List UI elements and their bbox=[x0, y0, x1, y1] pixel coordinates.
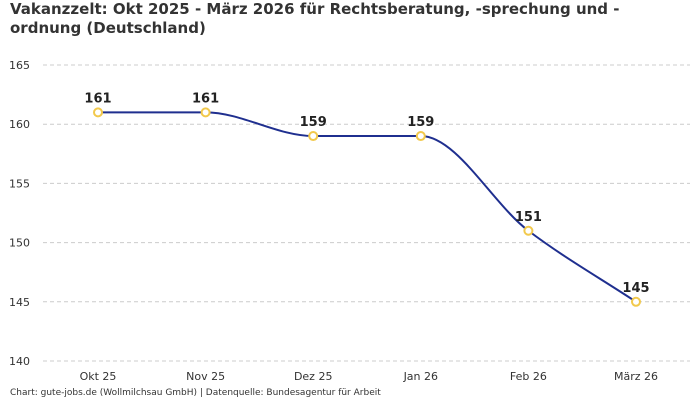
footer-credit: Chart: gute-jobs.de (Wollmilchsau GmbH) … bbox=[10, 388, 381, 398]
y-tick-label: 140 bbox=[9, 355, 30, 368]
data-label: 145 bbox=[622, 281, 649, 296]
data-point bbox=[308, 131, 319, 142]
y-tick-label: 155 bbox=[9, 177, 30, 190]
x-tick-label: Dez 25 bbox=[294, 370, 333, 383]
x-tick-label: Okt 25 bbox=[80, 370, 117, 383]
data-point bbox=[93, 107, 103, 118]
x-tick-label: Jan 26 bbox=[403, 370, 438, 383]
y-tick-label: 150 bbox=[9, 237, 30, 250]
y-tick-label: 160 bbox=[9, 118, 30, 131]
data-point bbox=[415, 131, 426, 142]
series-line bbox=[97, 111, 637, 303]
data-markers bbox=[93, 107, 641, 307]
x-tick-label: März 26 bbox=[614, 370, 658, 383]
x-tick-labels: Okt 25 Nov 25 Dez 25 Jan 26 Feb 26 März 26 bbox=[80, 370, 658, 383]
x-tick-label: Nov 25 bbox=[186, 370, 225, 383]
data-label: 159 bbox=[300, 115, 327, 130]
data-label: 161 bbox=[192, 91, 219, 106]
chart-title: Vakanzzelt: Okt 2025 - März 2026 für Rec… bbox=[10, 0, 620, 37]
x-tick-label: Feb 26 bbox=[510, 370, 547, 383]
data-label: 161 bbox=[84, 91, 111, 106]
data-point bbox=[523, 225, 534, 236]
y-tick-label: 165 bbox=[9, 59, 30, 72]
y-tick-labels: 140 145 150 155 160 165 bbox=[9, 59, 30, 368]
data-point bbox=[200, 107, 211, 118]
data-labels: 161 161 159 159 151 145 bbox=[84, 91, 649, 295]
y-grid bbox=[43, 64, 690, 362]
data-point bbox=[631, 296, 641, 307]
y-tick-label: 145 bbox=[9, 296, 30, 309]
data-label: 151 bbox=[515, 210, 542, 225]
data-label: 159 bbox=[407, 115, 434, 130]
